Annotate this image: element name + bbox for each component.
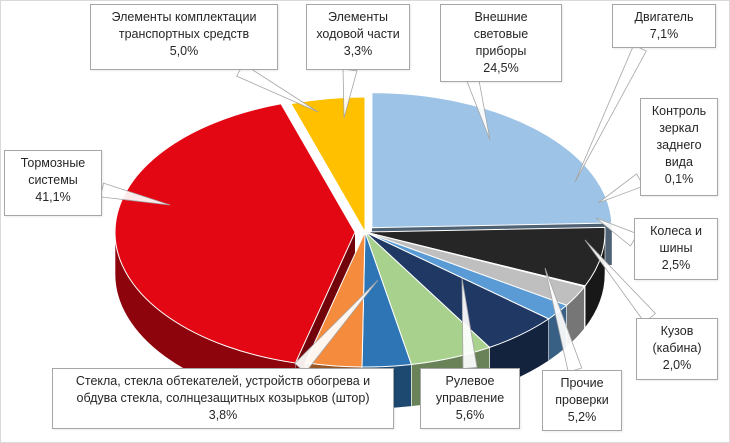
data-label-wheels-tires: Колеса и шины 2,5%	[634, 218, 718, 280]
data-label-category: Элементы ходовой части	[316, 10, 400, 41]
data-label-other-checks: Прочие проверки 5,2%	[542, 370, 622, 431]
pie-slice-equipment	[290, 96, 366, 234]
pie-slice-brakes	[114, 103, 356, 364]
data-label-category: Кузов (кабина)	[652, 324, 702, 355]
callout-pointer-chassis	[342, 68, 358, 119]
data-label-value: 41,1%	[35, 190, 71, 204]
data-label-value: 5,0%	[169, 44, 199, 58]
data-label-value: 5,6%	[455, 408, 485, 422]
callout-pointer-mirrors	[597, 173, 644, 204]
data-label-category: Рулевое управление	[435, 374, 505, 405]
data-label-glass: Стекла, стекла обтекателей, устройств об…	[52, 368, 394, 429]
data-label-category: Колеса и шины	[650, 224, 702, 255]
data-label-category: Контроль зеркал заднего вида	[651, 104, 707, 169]
data-label-value: 7,1%	[649, 27, 679, 41]
callout-pointer-equipment	[236, 63, 319, 113]
data-label-category: Элементы комплектации транспортных средс…	[111, 10, 257, 41]
data-label-category: Двигатель	[634, 10, 694, 24]
data-label-value: 3,8%	[208, 408, 238, 422]
data-label-value: 2,5%	[661, 258, 691, 272]
data-label-category: Тормозные системы	[20, 156, 86, 187]
data-label-value: 2,0%	[662, 358, 692, 372]
data-label-chassis: Элементы ходовой части 3,3%	[306, 4, 410, 70]
callout-pointer-brakes	[100, 182, 171, 206]
data-label-value: 0,1%	[664, 172, 694, 186]
data-label-engine: Двигатель 7,1%	[612, 4, 716, 48]
data-label-brakes: Тормозные системы 41,1%	[4, 150, 102, 216]
data-label-value: 5,2%	[567, 410, 597, 424]
data-label-equipment: Элементы комплектации транспортных средс…	[90, 4, 278, 70]
data-label-steering: Рулевое управление 5,6%	[420, 368, 520, 429]
data-label-external-lights: Внешние световые приборы 24,5%	[440, 4, 562, 82]
data-label-mirrors: Контроль зеркал заднего вида 0,1%	[640, 98, 718, 196]
callout-pointers	[100, 44, 656, 374]
pie-top-faces	[114, 92, 613, 368]
data-label-body-cabin: Кузов (кабина) 2,0%	[636, 318, 718, 380]
data-label-category: Стекла, стекла обтекателей, устройств об…	[75, 374, 371, 405]
pie-slice-external-lights	[371, 92, 613, 229]
data-label-value: 3,3%	[343, 44, 373, 58]
data-label-value: 24,5%	[483, 61, 519, 75]
data-label-category: Прочие проверки	[555, 376, 609, 407]
callout-pointer-engine	[574, 44, 647, 183]
data-label-category: Внешние световые приборы	[473, 10, 529, 58]
